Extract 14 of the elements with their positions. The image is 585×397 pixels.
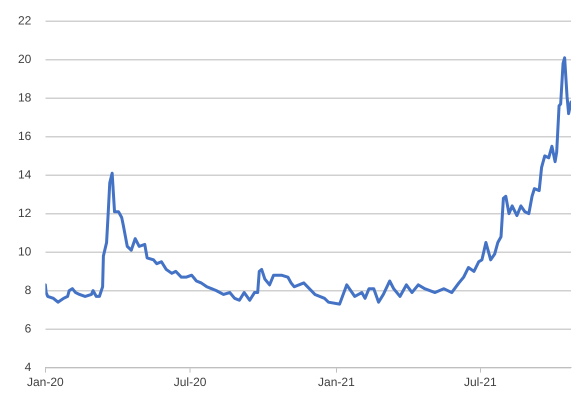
y-tick-label: 8 <box>24 282 32 297</box>
y-tick-label: 20 <box>18 52 32 66</box>
y-tick-label: 10 <box>18 244 32 258</box>
x-tick-label: Jan-21 <box>318 375 356 390</box>
y-tick-label: 12 <box>18 206 32 220</box>
x-tick-label: Jul-21 <box>464 375 498 390</box>
x-tick-label: Jul-20 <box>174 375 207 390</box>
y-tick-label: 4 <box>24 360 32 374</box>
y-tick-label: 6 <box>24 321 32 336</box>
x-tick-label: Jan-20 <box>26 375 64 390</box>
y-tick-label: 16 <box>18 128 32 143</box>
y-tick-label: 18 <box>18 90 32 104</box>
y-tick-label: 14 <box>18 167 32 182</box>
y-tick-label: 22 <box>18 14 32 28</box>
